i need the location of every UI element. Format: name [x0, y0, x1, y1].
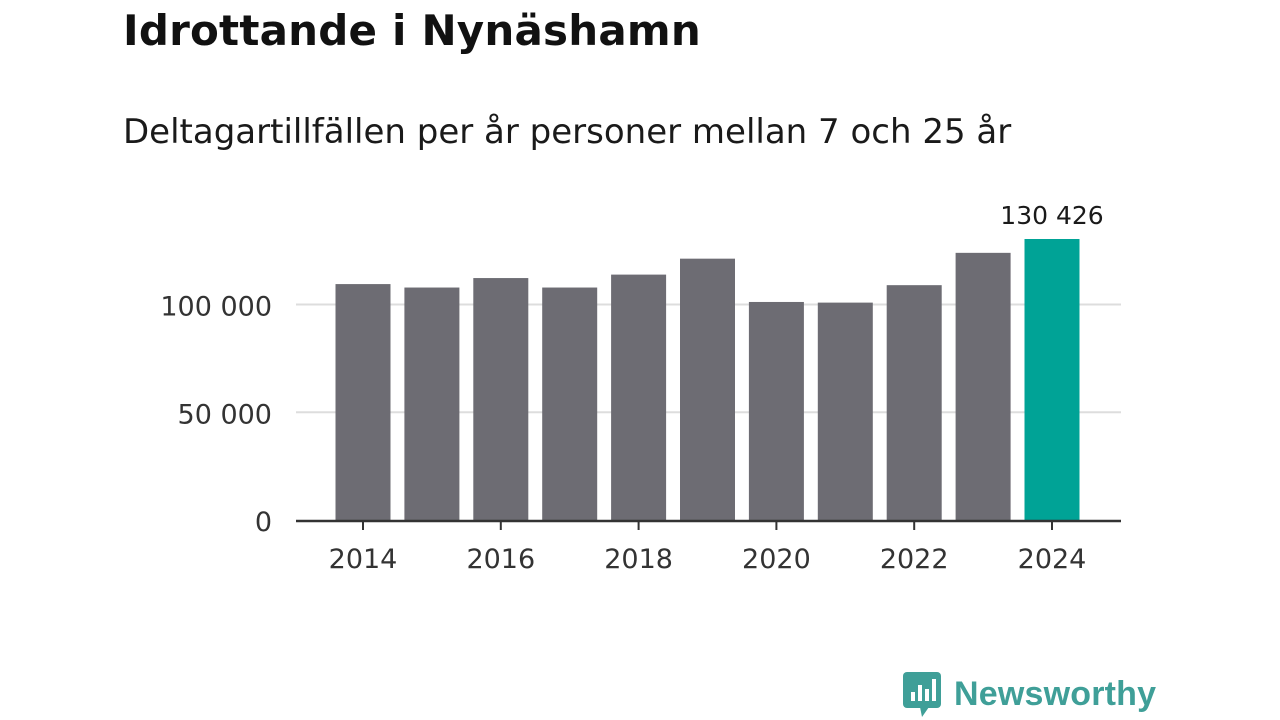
y-tick-label: 50 000 — [178, 399, 272, 430]
newsworthy-logo-icon — [903, 672, 941, 717]
chart-title: Idrottande i Nynäshamn — [123, 6, 701, 55]
bar — [335, 284, 391, 520]
newsworthy-logo-text: Newsworthy — [954, 674, 1157, 713]
bar — [404, 287, 460, 520]
bar — [611, 274, 667, 520]
x-tick-label: 2020 — [742, 544, 811, 575]
bar — [886, 285, 942, 520]
x-tick-label: 2018 — [604, 544, 673, 575]
bar — [680, 258, 735, 520]
bar — [817, 302, 873, 520]
bar — [542, 287, 598, 520]
y-tick-label: 0 — [255, 507, 272, 538]
y-tick-label: 100 000 — [160, 292, 272, 323]
bar — [955, 252, 1011, 521]
bar — [748, 301, 804, 520]
bar — [1024, 239, 1080, 520]
x-tick-label: 2022 — [880, 544, 949, 575]
data-label: 130 426 — [1000, 201, 1103, 230]
x-tick-label: 2016 — [466, 544, 535, 575]
x-tick-label: 2024 — [1018, 544, 1087, 575]
bar — [473, 278, 529, 520]
chart-subtitle: Deltagartillfällen per år personer mella… — [123, 112, 1012, 152]
x-tick-label: 2014 — [329, 544, 398, 575]
newsworthy-logo: Newsworthy — [902, 670, 1156, 718]
